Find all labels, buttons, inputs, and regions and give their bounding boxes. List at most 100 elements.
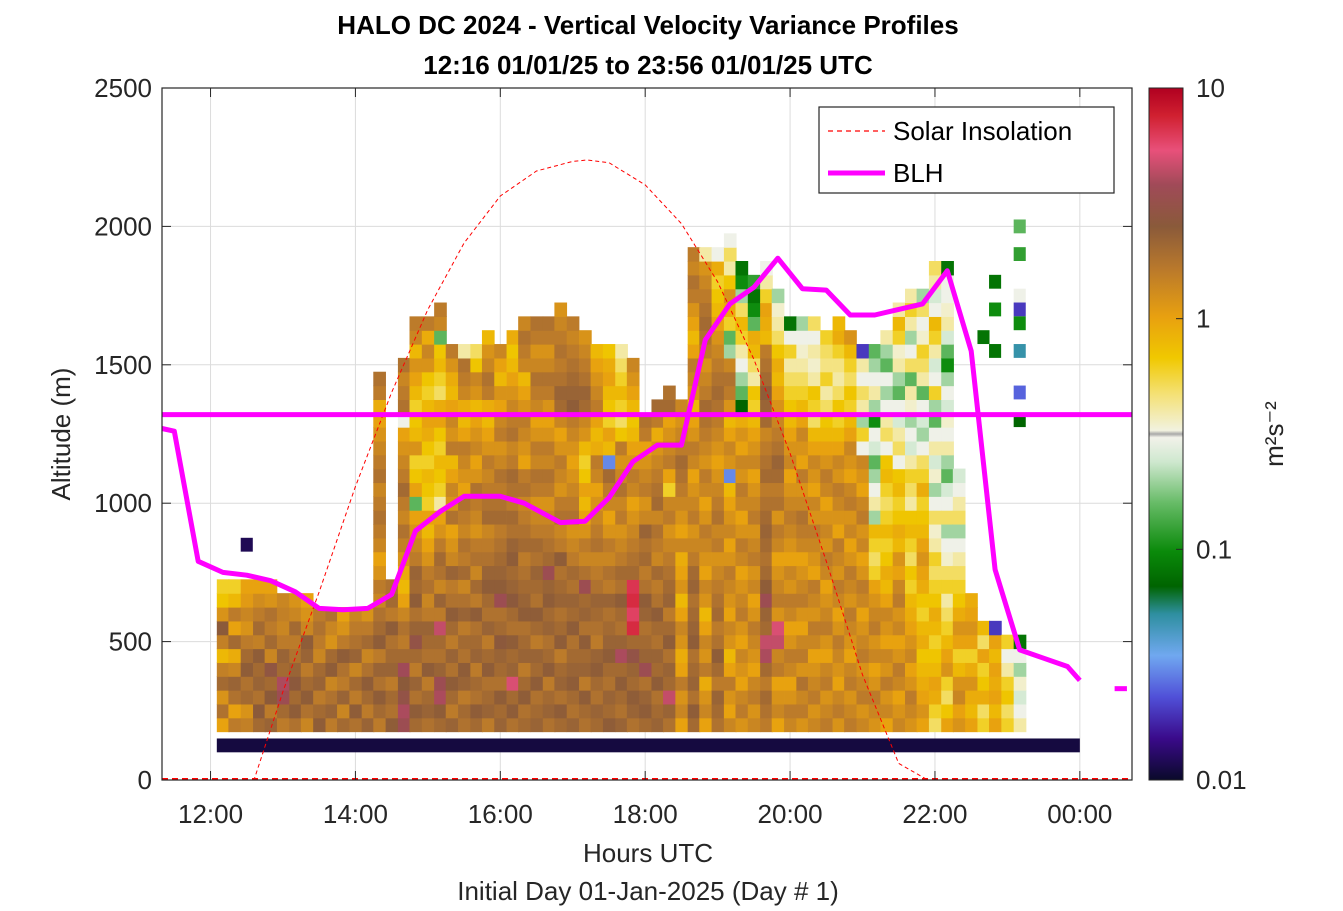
heatmap-cell <box>687 717 701 733</box>
heatmap-cell <box>699 620 712 636</box>
heatmap-cell <box>941 427 954 442</box>
heatmap-cell <box>856 593 870 608</box>
heatmap-cell <box>941 330 954 345</box>
heatmap-cell <box>807 482 821 497</box>
heatmap-cell <box>554 579 568 594</box>
heatmap-cell <box>590 565 604 580</box>
heatmap-cell <box>373 620 386 636</box>
heatmap-cell <box>928 717 942 733</box>
heatmap-cell <box>880 551 894 567</box>
heatmap-cell <box>723 620 737 636</box>
heatmap-cell <box>711 703 725 719</box>
heatmap-cell <box>771 496 785 511</box>
heatmap-cell <box>941 454 954 470</box>
heatmap-cell <box>735 274 749 290</box>
heatmap-cell <box>602 662 616 677</box>
heatmap-cell <box>760 676 773 691</box>
heatmap-cell <box>905 551 918 567</box>
heatmap-cell <box>276 634 290 650</box>
heatmap-cell <box>711 261 725 276</box>
heatmap-cell <box>675 648 689 663</box>
heatmap-cell <box>639 468 652 484</box>
heatmap-cell <box>409 579 423 594</box>
heatmap-cell <box>687 302 701 317</box>
heatmap-cell <box>965 648 978 663</box>
heatmap-cell <box>892 344 906 359</box>
heatmap-cell <box>253 703 266 719</box>
heatmap-cell <box>771 648 785 663</box>
heatmap-cell <box>663 620 676 636</box>
heatmap-cell <box>807 717 821 733</box>
heatmap-cell <box>481 634 495 650</box>
heatmap-cell <box>349 620 363 636</box>
heatmap-cell <box>723 662 737 677</box>
heatmap-cell <box>579 454 592 470</box>
heatmap-cell <box>687 620 701 636</box>
heatmap-cell <box>687 454 701 470</box>
heatmap-cell <box>289 690 302 705</box>
heatmap-cell <box>434 717 447 733</box>
heatmap-cell <box>784 385 797 400</box>
heatmap-cell <box>796 607 810 622</box>
heatmap-cell <box>530 662 544 677</box>
heatmap-cell <box>723 593 737 608</box>
heatmap-cell <box>530 468 544 484</box>
heatmap-cell <box>240 690 254 705</box>
heatmap-cell <box>409 607 423 622</box>
heatmap-cell <box>313 690 326 705</box>
heatmap-cell <box>977 634 991 650</box>
colorbar-label: m²s⁻² <box>1259 401 1289 467</box>
heatmap-cell <box>844 607 857 622</box>
heatmap-cell <box>530 399 544 414</box>
heatmap-cell <box>880 607 894 622</box>
heatmap-cell <box>434 648 447 663</box>
heatmap-cell <box>458 510 471 525</box>
heatmap-cell <box>771 607 785 622</box>
heatmap-cell <box>687 523 701 539</box>
heatmap-cell <box>820 565 833 580</box>
heatmap-cell <box>723 274 737 290</box>
heatmap-cell <box>807 316 821 331</box>
heatmap-cell <box>542 330 556 345</box>
heatmap-cell <box>458 593 471 608</box>
heatmap-cell <box>868 634 882 650</box>
heatmap-cell <box>1001 648 1015 663</box>
heatmap-cell <box>892 676 906 691</box>
heatmap-cell <box>409 593 423 608</box>
heatmap-cell <box>1013 288 1026 303</box>
heatmap-cell <box>494 371 507 387</box>
heatmap-cell <box>711 648 725 663</box>
heatmap-cell <box>506 648 520 663</box>
heatmap-cell <box>639 427 652 442</box>
heatmap-cell <box>397 357 411 373</box>
heatmap-cell <box>844 676 857 691</box>
heatmap-cell <box>711 357 725 373</box>
heatmap-cell <box>977 620 991 636</box>
heatmap-cell <box>711 717 725 733</box>
heatmap-cell <box>916 634 930 650</box>
heatmap-cell <box>941 523 954 539</box>
heatmap-cell <box>434 551 447 567</box>
heatmap-cell <box>735 496 749 511</box>
heatmap-cell <box>1013 344 1026 358</box>
heatmap-cell <box>518 344 531 359</box>
heatmap-cell <box>518 440 531 456</box>
heatmap-cell <box>675 703 689 719</box>
heatmap-cell <box>228 648 242 663</box>
heatmap-cell <box>771 690 785 705</box>
heatmap-cell <box>796 551 810 567</box>
heatmap-cell <box>481 690 495 705</box>
heatmap-cell <box>916 468 930 484</box>
heatmap-cell <box>723 537 737 553</box>
heatmap-cell <box>952 717 966 733</box>
heatmap-cell <box>409 620 423 636</box>
heatmap-cell <box>651 593 665 608</box>
heatmap-cell <box>663 662 676 677</box>
heatmap-cell <box>1013 662 1027 677</box>
heatmap-cell <box>784 690 797 705</box>
heatmap-cell <box>747 468 761 484</box>
heatmap-cell <box>856 385 870 400</box>
heatmap-cell <box>216 579 230 594</box>
heatmap-cell <box>771 662 785 677</box>
